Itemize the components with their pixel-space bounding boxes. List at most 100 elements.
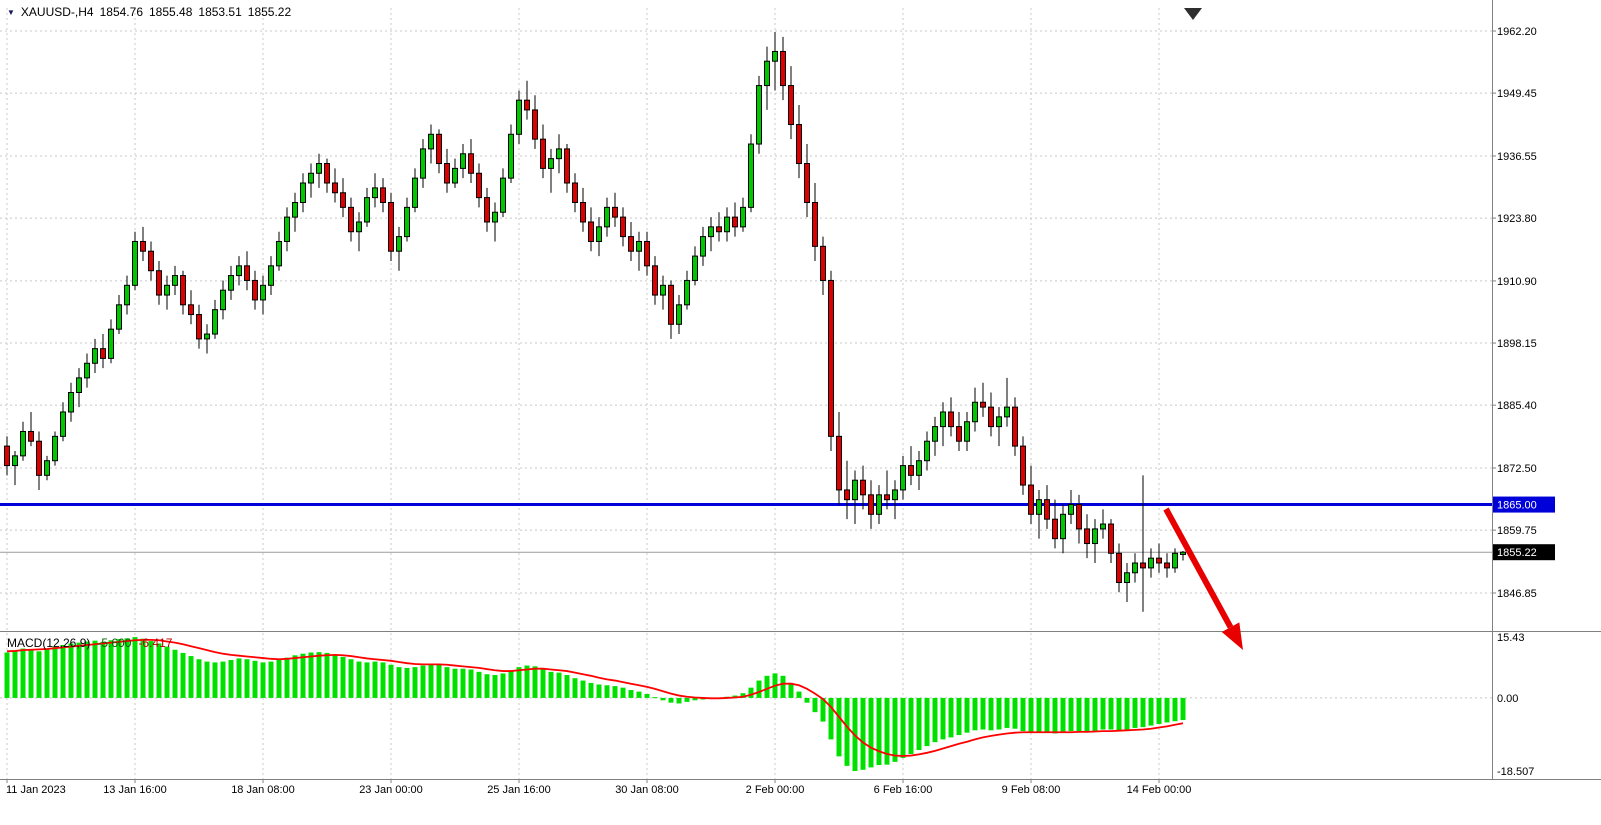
level-price-badge <box>1493 496 1555 513</box>
time-tick-label: 9 Feb 08:00 <box>1002 784 1061 796</box>
macd-bar <box>92 640 98 698</box>
bear-candle <box>436 133 442 165</box>
time-tick-label: 18 Jan 08:00 <box>231 784 295 796</box>
macd-bar <box>316 652 322 698</box>
bear-candle <box>820 245 826 281</box>
price-tick-label: 1949.45 <box>1497 88 1537 100</box>
macd-bar <box>1028 697 1034 733</box>
bear-candle <box>1028 484 1034 515</box>
macd-bar <box>940 697 946 740</box>
macd-bar <box>500 673 506 698</box>
trend-arrow-annotation[interactable] <box>1163 507 1243 650</box>
bull-candle <box>1092 528 1098 545</box>
trend-arrow-shaft <box>1163 507 1234 629</box>
bull-candle <box>292 201 298 218</box>
macd-signal-value: -6.417 <box>138 636 173 650</box>
macd-bar <box>924 697 930 747</box>
macd-bar <box>12 650 18 698</box>
bear-candle <box>804 163 810 203</box>
macd-bar <box>980 697 986 730</box>
macd-bar <box>332 654 338 698</box>
macd-bar <box>420 665 426 698</box>
bull-candle <box>1100 523 1106 530</box>
bull-candle <box>548 158 554 169</box>
macd-bar <box>564 675 570 698</box>
bull-candle <box>900 465 906 491</box>
bull-candle <box>724 216 730 233</box>
bull-candle <box>268 265 274 286</box>
bull-candle <box>308 172 314 184</box>
macd-bar <box>444 667 450 698</box>
macd-bar <box>204 661 210 698</box>
price-tick-label: 1910.90 <box>1497 276 1537 288</box>
bull-candle <box>964 421 970 442</box>
macd-bar <box>28 649 34 698</box>
bear-candle <box>652 265 658 296</box>
macd-bar <box>932 697 938 743</box>
price-axis[interactable]: 1962.20 1949.45 1936.55 1923.80 1910.90 1898.… <box>1492 26 1537 778</box>
macd-bar <box>388 664 394 698</box>
bear-candle <box>844 489 850 501</box>
macd-bar <box>300 653 306 698</box>
bear-candle <box>1156 557 1162 564</box>
chart-shift-marker-icon[interactable] <box>1184 8 1202 20</box>
bear-candle <box>796 124 802 165</box>
macd-bar <box>972 697 978 731</box>
trend-arrow-head <box>1221 622 1243 650</box>
bull-candle <box>68 392 74 413</box>
macd-bar <box>108 640 114 698</box>
macd-bar <box>748 687 754 698</box>
time-axis[interactable]: 11 Jan 2023 13 Jan 16:00 18 Jan 08:00 23 Ja… <box>6 779 1191 796</box>
macd-bar <box>292 655 298 698</box>
macd-bar <box>1020 697 1026 732</box>
bull-candle <box>996 416 1002 428</box>
bear-candle <box>1044 499 1050 520</box>
bull-candle <box>1060 513 1066 540</box>
macd-bar <box>1004 697 1010 728</box>
macd-bar <box>948 697 954 738</box>
macd-bar <box>356 661 362 698</box>
bear-candle <box>252 279 258 301</box>
macd-bar <box>556 672 562 698</box>
macd-bar <box>900 697 906 758</box>
price-tick-label: 1885.40 <box>1497 400 1537 412</box>
bull-candle <box>1036 499 1042 515</box>
macd-bar <box>220 661 226 698</box>
bull-candle <box>236 265 242 277</box>
symbol-dropdown-icon[interactable]: ▼ <box>7 8 15 17</box>
macd-bar <box>660 697 666 701</box>
price-tick-label: 1936.55 <box>1497 151 1537 163</box>
bull-candle <box>84 362 90 379</box>
macd-bar <box>788 682 794 698</box>
macd-bar <box>756 680 762 698</box>
macd-bar <box>52 646 58 698</box>
macd-bar <box>412 667 418 698</box>
bear-candle <box>788 85 794 126</box>
bull-candle <box>492 211 498 223</box>
bear-candle <box>1020 445 1026 486</box>
macd-bar <box>988 697 994 731</box>
bull-candle <box>1124 572 1130 584</box>
macd-bar <box>652 697 658 699</box>
macd-bar <box>36 651 42 698</box>
macd-bar <box>1060 697 1066 733</box>
macd-bar <box>644 693 650 698</box>
macd-bar <box>764 675 770 698</box>
price-tick-label: 1859.75 <box>1497 525 1537 537</box>
bull-candle <box>260 284 266 301</box>
bear-candle <box>476 172 482 199</box>
bear-candle <box>348 206 354 233</box>
bear-candle <box>620 216 626 238</box>
macd-bar <box>60 645 66 698</box>
bull-candle <box>604 206 610 228</box>
price-tick-label: 1962.20 <box>1497 26 1537 38</box>
macd-bar <box>68 643 74 698</box>
bear-candle <box>612 206 618 218</box>
macd-bar <box>796 691 802 698</box>
bear-candle <box>908 465 914 476</box>
bull-candle <box>892 489 898 501</box>
bear-candle <box>780 50 786 87</box>
macd-bar <box>436 664 442 698</box>
bear-candle <box>956 426 962 442</box>
